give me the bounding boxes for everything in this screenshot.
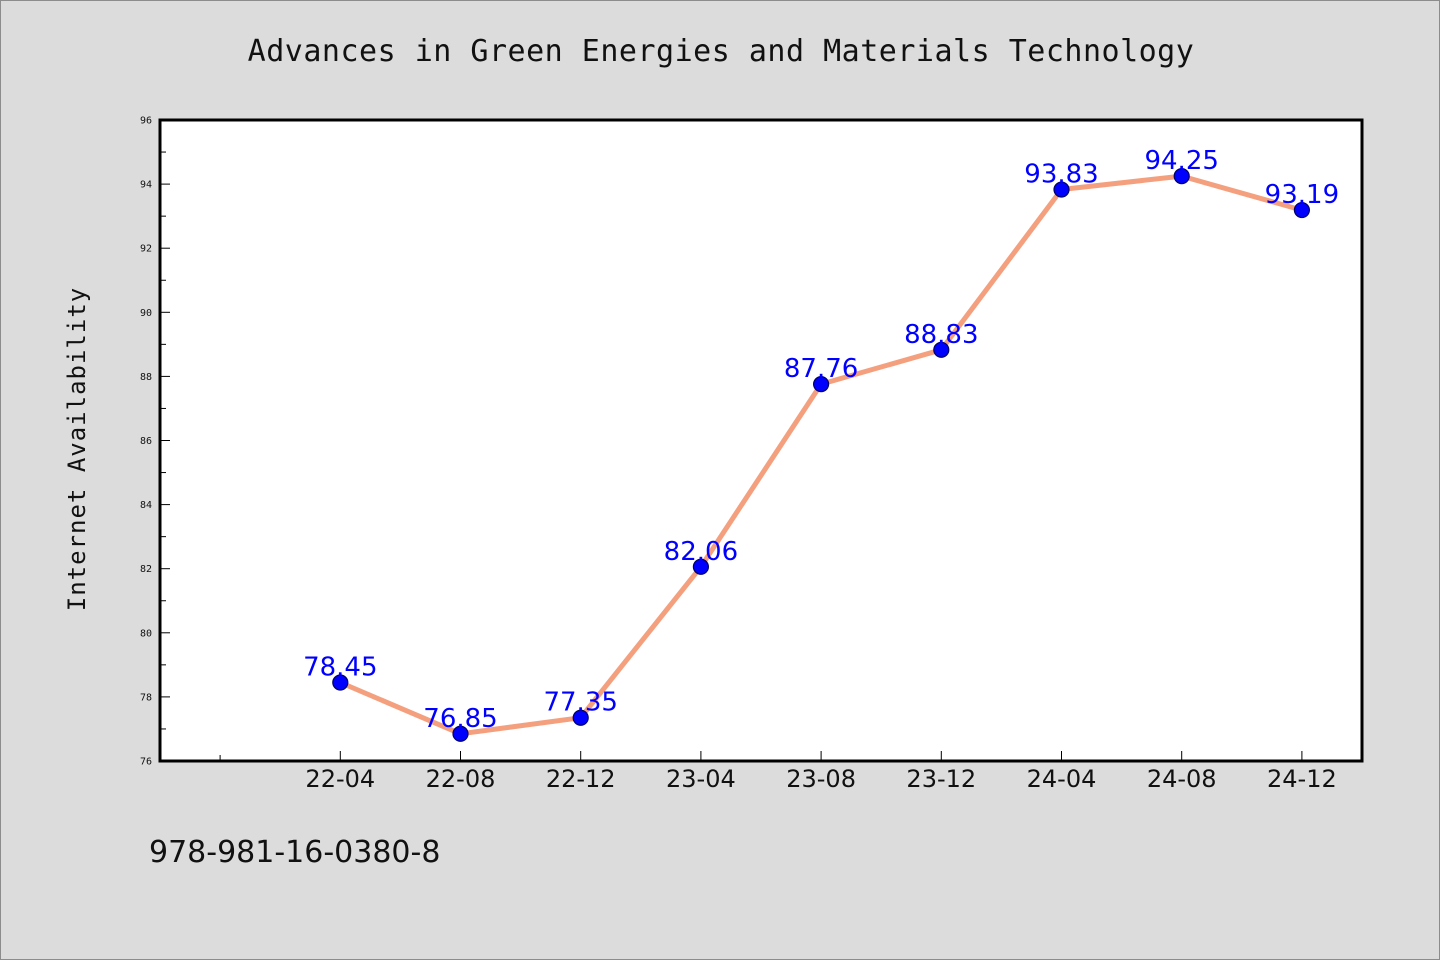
x-tick-label-22-04: 22-04: [305, 765, 375, 793]
x-tick-label-23-12: 23-12: [906, 765, 976, 793]
chart-title: Advances in Green Energies and Materials…: [247, 34, 1195, 69]
x-tick-label-24-04: 24-04: [1027, 765, 1097, 793]
data-label-23-04: 82.06: [664, 537, 738, 567]
x-tick-label-23-08: 23-08: [786, 765, 856, 793]
data-point-24-12: [1293, 201, 1311, 219]
x-tick-label-24-12: 24-12: [1267, 765, 1337, 793]
y-tick-label-78: 78: [140, 692, 152, 703]
y-tick-label-90: 90: [140, 308, 152, 319]
data-point-24-04: [1053, 181, 1070, 198]
data-point-22-04: [332, 674, 349, 691]
data-point-23-12: [933, 341, 950, 358]
data-label-23-12: 88.83: [904, 320, 978, 350]
y-tick-label-92: 92: [140, 244, 152, 255]
data-point-22-12: [572, 709, 589, 726]
x-tick-label-22-12: 22-12: [546, 765, 616, 793]
plot-area: [160, 120, 1362, 761]
data-label-24-08: 94.25: [1144, 146, 1218, 176]
data-point-23-08: [812, 375, 830, 393]
data-label-22-08: 76.85: [423, 704, 497, 734]
y-tick-label-80: 80: [140, 628, 152, 639]
y-tick-label-96: 96: [140, 116, 152, 127]
data-label-22-04: 78.45: [303, 652, 377, 682]
y-tick-label-86: 86: [140, 436, 152, 447]
plot-frame: [158, 118, 1364, 763]
y-tick-label-84: 84: [140, 500, 152, 511]
data-point-23-04: [692, 558, 710, 575]
data-point-22-08: [452, 725, 469, 742]
data-label-22-12: 77.35: [543, 688, 617, 718]
x-tick-label-22-08: 22-08: [426, 765, 496, 793]
data-label-24-04: 93.83: [1024, 160, 1098, 190]
footer-code: 978-981-16-0380-8: [149, 835, 441, 870]
y-tick-label-88: 88: [140, 372, 152, 383]
data-label-24-12: 93.19: [1265, 180, 1339, 210]
y-tick-label-94: 94: [140, 180, 152, 191]
data-label-23-08: 87.76: [784, 354, 858, 384]
x-tick-label-24-08: 24-08: [1147, 765, 1217, 793]
y-tick-label-76: 76: [140, 757, 152, 768]
y-tick-label-82: 82: [140, 564, 152, 575]
x-tick-label-23-04: 23-04: [666, 765, 736, 793]
data-point-24-08: [1173, 167, 1190, 185]
